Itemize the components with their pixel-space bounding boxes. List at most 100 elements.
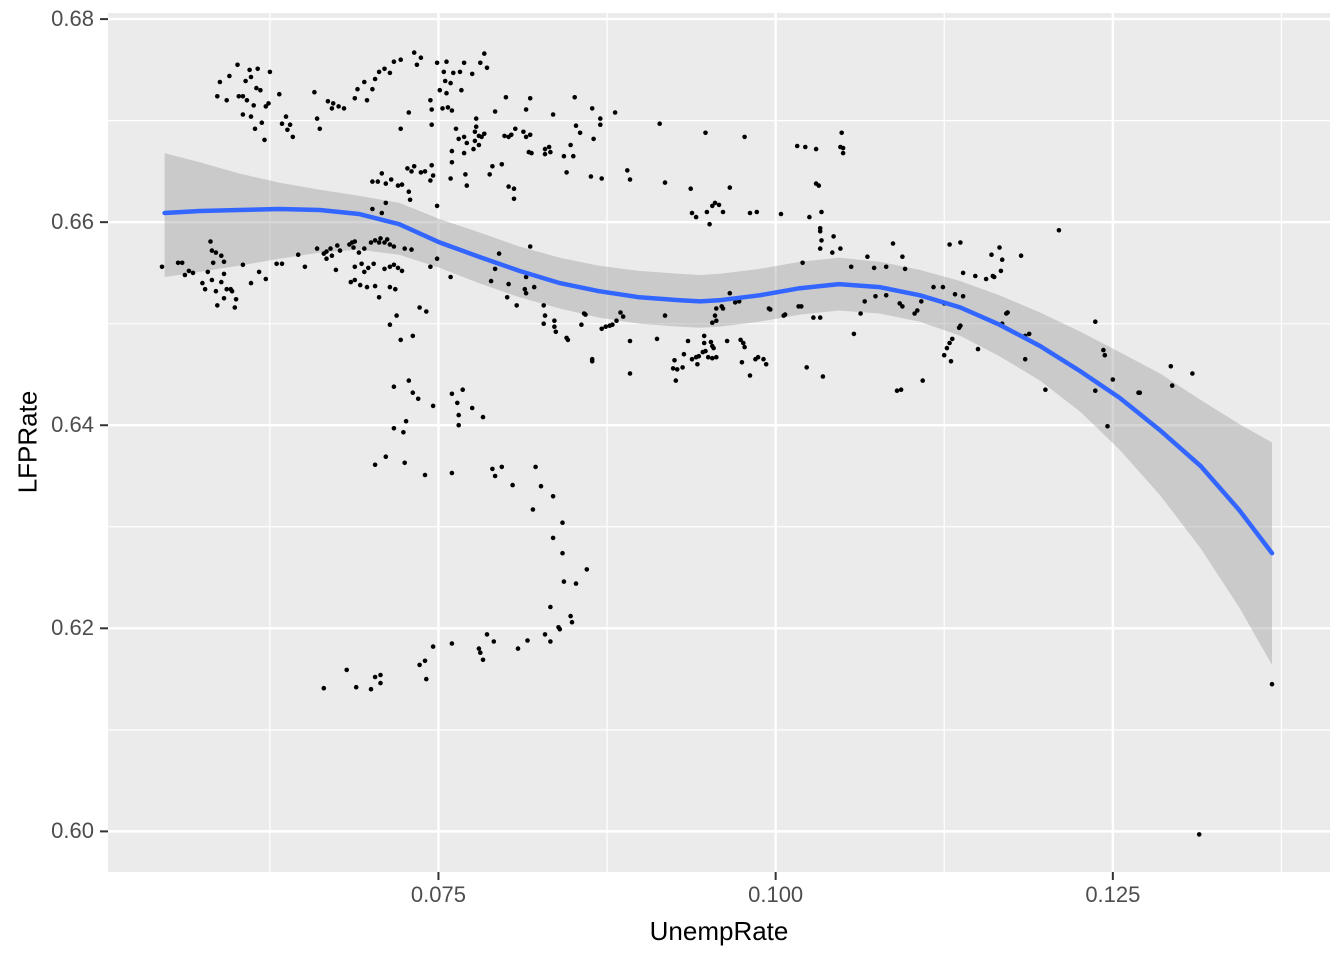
data-point [451, 70, 456, 76]
data-point [710, 320, 715, 326]
data-point [589, 359, 595, 364]
data-point [523, 107, 529, 112]
data-point [317, 126, 323, 132]
data-point [819, 209, 824, 215]
data-point [511, 196, 517, 202]
x-tick-label: 0.125 [1085, 882, 1141, 907]
data-point [701, 340, 707, 346]
data-point [515, 646, 521, 651]
data-point [344, 667, 350, 673]
data-point [387, 284, 393, 290]
data-point [215, 303, 220, 308]
data-point [473, 116, 479, 121]
data-point [1093, 388, 1098, 394]
data-point [848, 264, 854, 270]
data-point [883, 264, 889, 270]
data-point [248, 74, 254, 80]
data-point [898, 387, 904, 393]
data-point [804, 365, 809, 370]
data-point [440, 106, 445, 111]
data-point [527, 132, 533, 138]
data-point [376, 240, 382, 245]
data-point [573, 581, 579, 586]
data-point [422, 169, 428, 174]
data-point [510, 482, 515, 488]
data-point [1018, 253, 1024, 258]
data-point [542, 313, 548, 318]
data-point [894, 388, 900, 394]
data-point [441, 69, 447, 75]
data-point [461, 150, 467, 156]
data-point [589, 106, 595, 111]
data-point [883, 293, 889, 298]
data-point [469, 71, 475, 77]
data-point [352, 239, 358, 244]
data-point [871, 265, 877, 271]
data-point [314, 116, 320, 121]
data-point [703, 348, 708, 354]
data-point [973, 273, 978, 279]
data-point [460, 387, 466, 393]
data-point [402, 246, 408, 251]
data-point [478, 650, 483, 655]
data-point [541, 303, 546, 308]
y-tick-label: 0.62 [51, 615, 94, 641]
data-point [599, 326, 604, 332]
data-point [571, 153, 576, 159]
data-point [449, 391, 455, 397]
data-point [492, 109, 498, 114]
data-point [618, 310, 623, 315]
data-point [352, 277, 358, 283]
data-point [778, 211, 784, 217]
data-point [455, 400, 460, 406]
data-point [429, 107, 435, 112]
data-point [557, 627, 563, 632]
data-point [472, 138, 478, 144]
data-point [693, 214, 699, 220]
data-point [449, 148, 455, 154]
data-point [742, 134, 747, 140]
data-point [696, 353, 702, 359]
data-point [258, 87, 263, 93]
x-tick-label: 0.075 [410, 882, 466, 907]
data-point [398, 337, 404, 343]
data-point [680, 365, 685, 370]
data-point [429, 122, 435, 127]
data-point [490, 466, 495, 472]
data-point [672, 358, 677, 363]
data-point [739, 360, 745, 365]
data-point [411, 164, 417, 169]
data-point [370, 86, 375, 92]
data-point [402, 460, 408, 466]
data-point [217, 79, 223, 85]
data-point [476, 646, 482, 651]
data-point [1168, 364, 1174, 369]
data-point [763, 362, 769, 367]
data-point [469, 405, 475, 411]
data-point [958, 323, 963, 329]
data-point [449, 160, 455, 165]
data-point [480, 414, 486, 420]
data-point [738, 337, 743, 343]
data-point [372, 238, 378, 243]
data-point [391, 426, 397, 431]
data-point [263, 104, 269, 109]
data-point [430, 644, 436, 649]
data-point [688, 186, 693, 191]
data-point [383, 181, 389, 186]
data-point [782, 312, 788, 317]
data-point [716, 202, 722, 208]
data-point [442, 78, 448, 84]
data-point [920, 378, 925, 383]
data-point [252, 126, 258, 132]
data-point [182, 272, 188, 278]
data-point [248, 114, 254, 119]
data-point [356, 250, 362, 255]
data-point [958, 240, 963, 245]
data-point [523, 290, 529, 296]
data-point [267, 69, 273, 75]
data-point [707, 221, 712, 227]
data-point [159, 264, 165, 270]
data-point [840, 150, 846, 156]
data-point [456, 422, 462, 428]
